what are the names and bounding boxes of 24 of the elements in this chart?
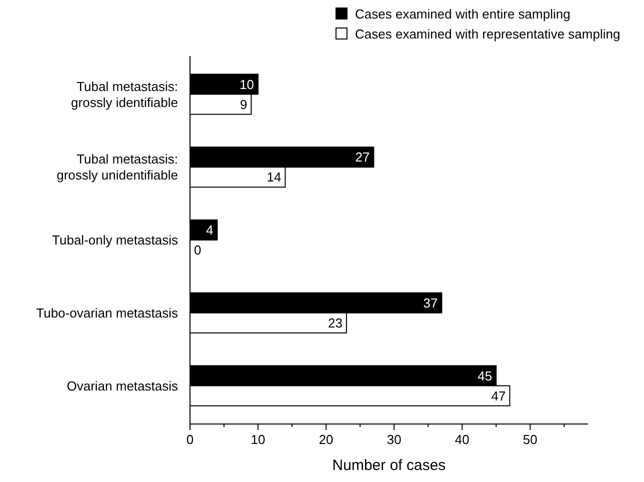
x-tick-label: 20 bbox=[318, 432, 334, 447]
legend-label: Cases examined with entire sampling bbox=[355, 6, 570, 22]
data-label: 14 bbox=[266, 170, 282, 185]
x-tick-label: 0 bbox=[186, 432, 194, 447]
x-tick-label: 40 bbox=[454, 432, 470, 447]
data-label: 9 bbox=[240, 96, 248, 112]
data-label: 45 bbox=[478, 368, 492, 384]
x-tick-label: 10 bbox=[250, 432, 266, 447]
data-label: 47 bbox=[491, 388, 506, 404]
x-axis-title: Number of cases bbox=[332, 457, 446, 474]
y-tick-label: Tubal metastasis: grossly unidentifiable bbox=[56, 152, 178, 183]
data-label: 0 bbox=[194, 242, 202, 258]
x-tick-label: 30 bbox=[386, 432, 402, 447]
data-label: 37 bbox=[423, 295, 438, 310]
data-label: 4 bbox=[206, 222, 214, 238]
data-label: 27 bbox=[355, 150, 370, 165]
y-tick-label: Tubal-only metastasis bbox=[52, 232, 178, 248]
y-tick-label: Ovarian metastasis bbox=[66, 378, 178, 394]
y-tick-label: Tubo-ovarian metastasis bbox=[36, 305, 178, 320]
x-tick-label: 50 bbox=[522, 432, 538, 447]
data-label: 10 bbox=[240, 76, 254, 92]
data-label: 23 bbox=[328, 315, 342, 330]
y-tick-label: Tubal metastasis: grossly identifiable bbox=[71, 78, 178, 110]
legend-label: Cases examined with representative sampling bbox=[355, 26, 620, 42]
